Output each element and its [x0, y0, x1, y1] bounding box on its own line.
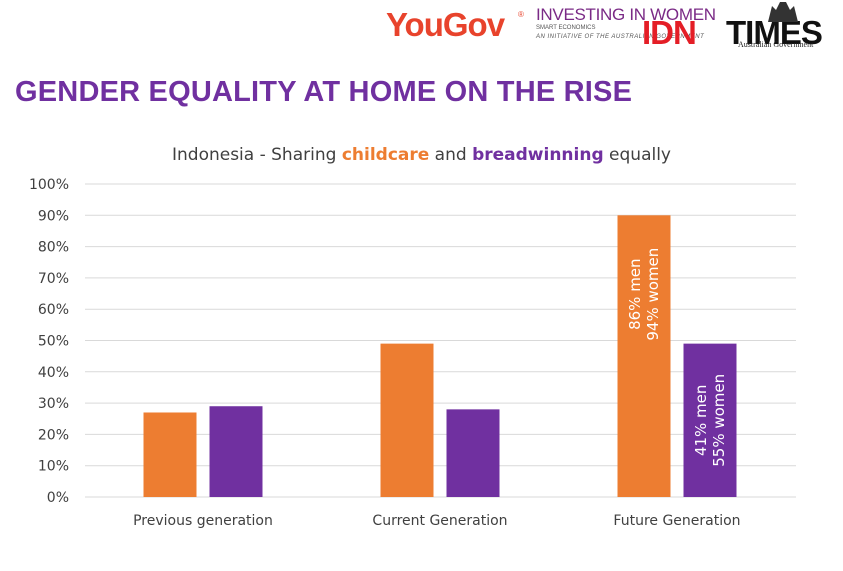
y-tick-label: 100%	[29, 177, 69, 193]
bar-annotation: 41% men	[692, 385, 710, 456]
y-tick-label: 90%	[38, 208, 69, 224]
x-tick-label: Current Generation	[372, 513, 507, 529]
logo-bar: YouGov ® INVESTING IN WOMEN SMART ECONOM…	[380, 0, 843, 60]
bar	[143, 412, 197, 497]
page-title: GENDER EQUALITY AT HOME ON THE RISE	[15, 76, 633, 108]
yougov-registered-mark: ®	[518, 10, 524, 19]
iiw-subtitle: SMART ECONOMICS	[536, 25, 596, 31]
idn-logo: IDN	[642, 14, 697, 51]
y-tick-label: 10%	[38, 459, 69, 475]
chart-title: Indonesia - Sharing childcare and breadw…	[0, 145, 843, 165]
bar-annotation: 94% women	[644, 248, 662, 341]
bar	[617, 215, 671, 498]
y-tick-label: 30%	[38, 396, 69, 412]
chart-title-prefix: Indonesia - Sharing	[171, 145, 342, 165]
australian-government-text: Australian Government	[738, 40, 814, 49]
y-tick-label: 60%	[38, 302, 69, 318]
yougov-logo: YouGov	[386, 6, 505, 43]
chart-title-childcare: childcare	[341, 145, 430, 165]
x-tick-label: Future Generation	[613, 513, 740, 529]
bar-annotation: 86% men	[626, 258, 644, 329]
bar-annotation: 55% women	[710, 374, 728, 467]
y-tick-label: 70%	[38, 271, 69, 287]
y-tick-label: 0%	[47, 490, 69, 506]
bar	[446, 409, 500, 497]
x-tick-label: Previous generation	[133, 513, 273, 529]
bar	[209, 406, 263, 497]
iiw-initiative: AN INITIATIVE OF THE AUSTRALIAN GOVERNME…	[536, 34, 705, 40]
y-tick-label: 80%	[38, 240, 69, 256]
chart-title-middle: and	[429, 145, 473, 165]
investing-in-women-logo: INVESTING IN WOMEN SMART ECONOMICS AN IN…	[536, 6, 716, 42]
iiw-title: INVESTING IN WOMEN	[536, 5, 716, 24]
bar	[683, 343, 737, 497]
chart-title-breadwinning: breadwinning	[472, 145, 604, 165]
y-tick-label: 50%	[38, 334, 69, 350]
bar	[380, 343, 434, 497]
y-tick-label: 20%	[38, 427, 69, 443]
australian-crest-icon	[768, 2, 798, 22]
chart-title-suffix: equally	[603, 145, 671, 165]
y-tick-label: 40%	[38, 365, 69, 381]
